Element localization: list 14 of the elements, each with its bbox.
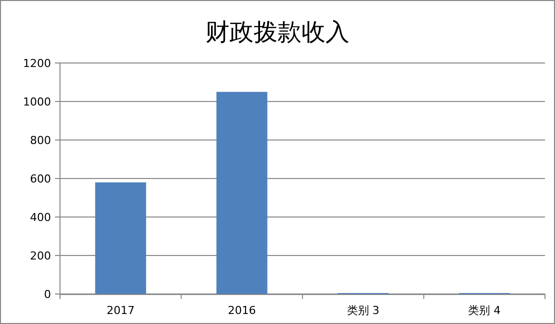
x-tick-label: 类别 4 bbox=[468, 304, 501, 317]
y-tick-label: 600 bbox=[30, 172, 51, 186]
chart-title: 财政拨款收入 bbox=[206, 19, 350, 46]
y-tick-label: 0 bbox=[44, 288, 51, 301]
y-tick-label: 1200 bbox=[23, 57, 51, 70]
bar bbox=[216, 92, 268, 294]
x-tick-label: 2017 bbox=[106, 304, 135, 317]
y-tick-label: 200 bbox=[30, 250, 51, 262]
x-tick-label: 2016 bbox=[228, 304, 256, 317]
x-tick-label: 类别 3 bbox=[346, 304, 380, 317]
y-tick-label: 800 bbox=[30, 134, 51, 147]
bar bbox=[95, 182, 146, 294]
y-tick-label: 400 bbox=[30, 211, 51, 224]
y-tick-label: 1000 bbox=[23, 96, 51, 108]
